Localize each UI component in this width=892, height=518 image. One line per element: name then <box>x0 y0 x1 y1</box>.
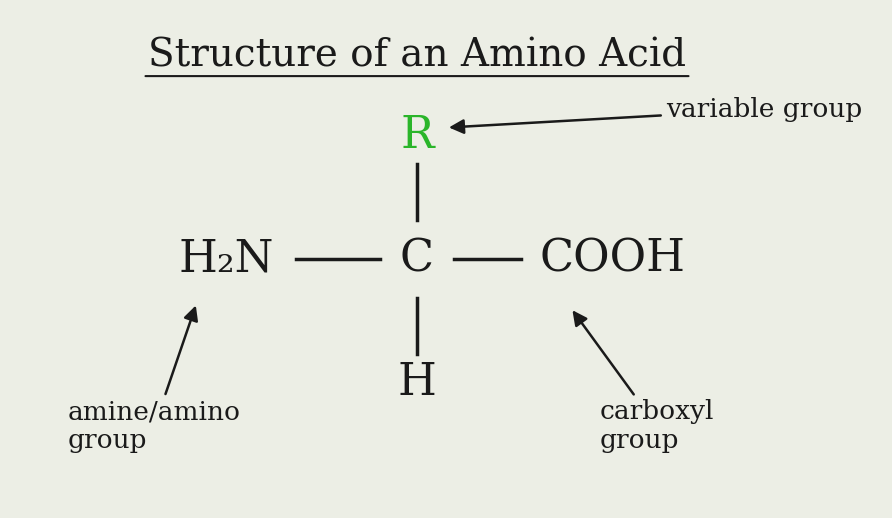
Text: Structure of an Amino Acid: Structure of an Amino Acid <box>148 37 686 75</box>
Text: H: H <box>398 361 436 404</box>
Text: variable group: variable group <box>451 97 863 133</box>
Text: H₂N: H₂N <box>178 237 274 281</box>
Text: C: C <box>400 237 434 281</box>
Text: carboxyl
group: carboxyl group <box>574 312 714 453</box>
Text: R: R <box>401 114 434 157</box>
Text: COOH: COOH <box>540 237 685 281</box>
Text: amine/amino
group: amine/amino group <box>68 308 241 453</box>
